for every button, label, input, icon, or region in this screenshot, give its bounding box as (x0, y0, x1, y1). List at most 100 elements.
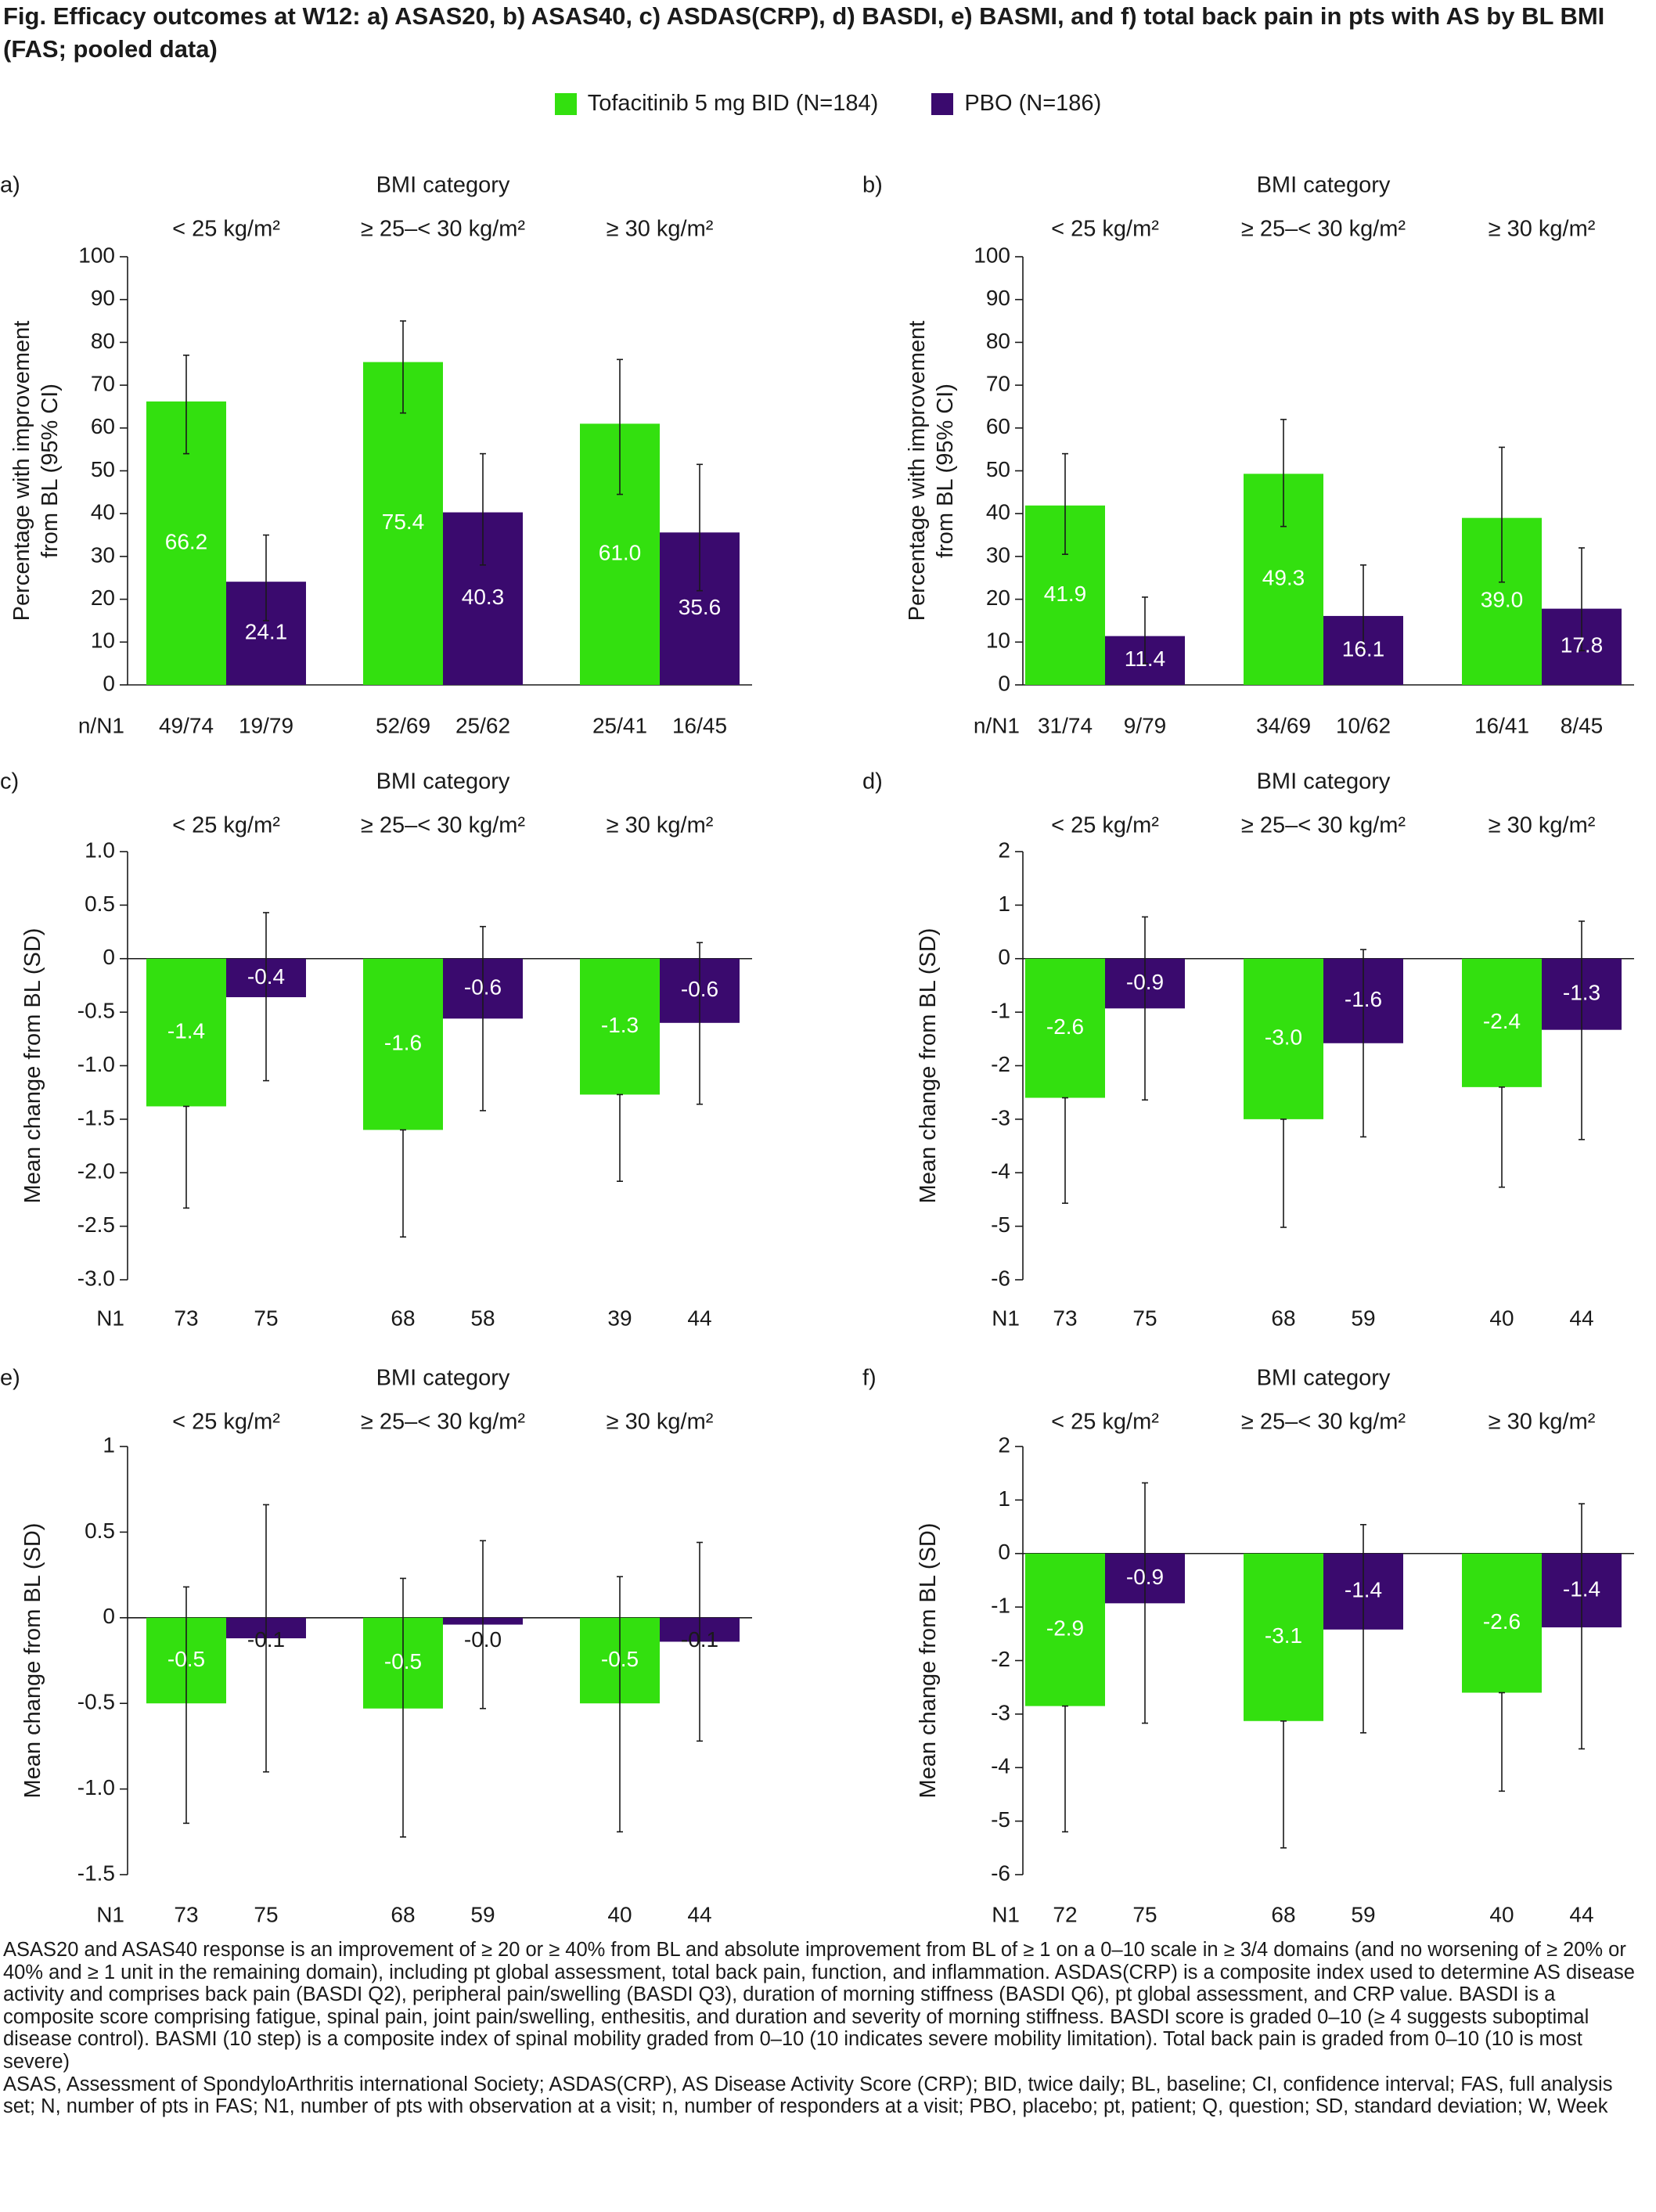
panel-a-count-pbo: 19/79 (239, 713, 293, 737)
panel-d-count-row-label: N1 (992, 1306, 1020, 1330)
panel-d-bar-tofacitinib (1244, 958, 1323, 1119)
panel-e-y-tick-label: -1.0 (77, 1775, 115, 1800)
panel-f-y-axis-label: Mean change from BL (SD) (916, 1523, 941, 1799)
panel-b-y-tick-label: 20 (986, 585, 1010, 610)
panel-e-y-tick-label: 1 (103, 1432, 115, 1457)
panel-d-count-tofacitinib: 68 (1271, 1306, 1295, 1330)
panel-b-y-tick-label: 50 (986, 457, 1010, 481)
panel-e-y-axis-label: Mean change from BL (SD) (20, 1523, 45, 1799)
panel-a-bar-tofacitinib (363, 362, 443, 685)
panel-b-y-axis-label: Percentage with improvement from BL (95% … (905, 321, 958, 621)
panel-f-data-label-pbo: -0.9 (1126, 1565, 1164, 1589)
panel-a-letter: a) (0, 173, 20, 198)
panel-a-y-tick-label: 40 (91, 500, 115, 524)
panel-a-y-tick-label: 100 (78, 243, 115, 267)
panel-d-y-axis-label: Mean change from BL (SD) (916, 928, 941, 1204)
panel-b-y-tick-label: 0 (998, 671, 1010, 695)
panel-d-count-tofacitinib: 73 (1053, 1306, 1077, 1330)
panel-f-category-label: < 25 kg/m² (1051, 1410, 1159, 1435)
panel-b-count-tofacitinib: 16/41 (1474, 713, 1529, 737)
panel-e-count-pbo: 75 (254, 1902, 278, 1926)
panel-d-y-tick-label: -5 (991, 1212, 1010, 1237)
panel-d-y-axis-label-line: Mean change from BL (SD) (916, 928, 941, 1204)
panel-f-y-tick-label: 2 (998, 1432, 1010, 1457)
panel-c-data-label-pbo: -0.4 (247, 964, 285, 989)
panel-f-letter: f) (862, 1366, 877, 1391)
panel-d-y-tick-label: -3 (991, 1105, 1010, 1129)
panel-e-data-label-pbo: -0.0 (464, 1627, 502, 1652)
panel-f-category-label: ≥ 25–< 30 kg/m² (1241, 1410, 1406, 1435)
footnote-definitions: ASAS20 and ASAS40 response is an improve… (3, 1939, 1635, 2073)
panel-f-count-pbo: 44 (1569, 1902, 1593, 1926)
panel-d-letter: d) (862, 769, 883, 794)
panel-f-count-pbo: 59 (1351, 1902, 1375, 1926)
panel-a-y-axis-label-line: from BL (95% CI) (38, 384, 63, 558)
panel-d-bar-tofacitinib (1025, 958, 1105, 1098)
legend-swatch-tofacitinib (554, 92, 577, 115)
panel-d-y-tick-label: 2 (998, 838, 1010, 862)
panel-f-count-pbo: 75 (1132, 1902, 1157, 1926)
panel-f-count-tofacitinib: 68 (1271, 1902, 1295, 1926)
panel-d-y-tick-label: 0 (998, 945, 1010, 969)
panel-f-bar-tofacitinib (1244, 1553, 1323, 1721)
panel-e-count-tofacitinib: 68 (391, 1902, 415, 1926)
legend-label-pbo: PBO (N=186) (964, 91, 1102, 116)
panel-a-count-pbo: 16/45 (672, 713, 727, 737)
legend-item-tofacitinib: Tofacitinib 5 mg BID (N=184) (554, 91, 878, 117)
panel-c-y-tick-label: -0.5 (77, 999, 115, 1023)
panel-f-y-tick-label: -4 (991, 1754, 1010, 1778)
panel-c-letter: c) (0, 769, 19, 794)
panel-b-data-label-pbo: 11.4 (1125, 647, 1165, 671)
panel-c-y-axis-label: Mean change from BL (SD) (20, 928, 45, 1204)
panel-b-y-tick-label: 30 (986, 542, 1010, 567)
panel-d-y-tick-label: 1 (998, 892, 1010, 916)
panel-b-y-tick-label: 60 (986, 414, 1010, 438)
panel-f-y-tick-label: -6 (991, 1861, 1010, 1885)
panel-c-bar-tofacitinib (146, 958, 226, 1107)
panel-c-data-label-pbo: -0.6 (464, 975, 502, 999)
panel-c-y-tick-label: -2.5 (77, 1212, 115, 1237)
panel-e-letter: e) (0, 1366, 20, 1391)
panel-c-data-label-tofacitinib: -1.6 (384, 1031, 422, 1055)
panel-d-count-tofacitinib: 40 (1489, 1306, 1514, 1330)
panel-e-category-label: < 25 kg/m² (172, 1410, 280, 1435)
panel-a-y-axis-label-line: Percentage with improvement (9, 321, 34, 621)
panel-a-group-title: BMI category (376, 173, 510, 198)
panel-a-y-axis-label: Percentage with improvement from BL (95% … (9, 321, 63, 621)
figure-title-text: Efficacy outcomes at W12: a) ASAS20, b) … (3, 2, 1605, 63)
panel-d-data-label-tofacitinib: -2.6 (1046, 1014, 1084, 1039)
panel-b-y-tick-label: 90 (986, 286, 1010, 310)
panel-e-count-row-label: N1 (96, 1902, 124, 1926)
panel-b-letter: b) (862, 173, 883, 198)
panel-d-group-title: BMI category (1257, 769, 1391, 794)
panel-a-count-row-label: n/N1 (78, 713, 124, 737)
legend-swatch-pbo (931, 92, 954, 115)
panel-c-count-pbo: 58 (470, 1306, 495, 1330)
panel-e-y-tick-label: -0.5 (77, 1690, 115, 1714)
panel-a-data-label-tofacitinib: 66.2 (165, 529, 208, 553)
panel-e-count-tofacitinib: 40 (607, 1902, 632, 1926)
panel-b-count-pbo: 8/45 (1561, 713, 1604, 737)
panel-f-count-tofacitinib: 40 (1489, 1902, 1514, 1926)
panel-e-y-axis-label-line: Mean change from BL (SD) (20, 1523, 45, 1799)
panel-d-y-tick-label: -6 (991, 1266, 1010, 1290)
panel-b-count-row-label: n/N1 (974, 713, 1020, 737)
panel-d-count-pbo: 59 (1351, 1306, 1375, 1330)
panel-c-category-label: < 25 kg/m² (172, 813, 280, 838)
panel-f-y-tick-label: -2 (991, 1647, 1010, 1671)
panel-f-count-row-label: N1 (992, 1902, 1020, 1926)
figure-title: Fig. Efficacy outcomes at W12: a) ASAS20… (3, 0, 1647, 66)
panel-e-data-label-tofacitinib: -0.5 (601, 1647, 639, 1671)
footnote-abbreviations: ASAS, Assessment of SpondyloArthritis in… (3, 2073, 1613, 2118)
charts-canvas: a) BMI category < 25 kg/m² ≥ 25–< 30 kg/m² ≥… (0, 173, 1634, 1926)
panel-f-data-label-pbo: -1.4 (1345, 1578, 1382, 1602)
panel-b-data-label-pbo: 17.8 (1561, 633, 1604, 657)
panel-b-y-axis-label-line: Percentage with improvement (905, 321, 930, 621)
panel-e-data-label-pbo: -0.1 (681, 1627, 718, 1652)
panel-c-data-label-tofacitinib: -1.4 (167, 1018, 205, 1043)
panel-b-data-label-tofacitinib: 39.0 (1481, 588, 1524, 612)
panel-c-category-label: ≥ 30 kg/m² (607, 813, 714, 838)
panel-b-count-pbo: 10/62 (1336, 713, 1391, 737)
panel-d-count-pbo: 44 (1569, 1306, 1593, 1330)
panel-c-y-tick-label: -1.5 (77, 1105, 115, 1129)
